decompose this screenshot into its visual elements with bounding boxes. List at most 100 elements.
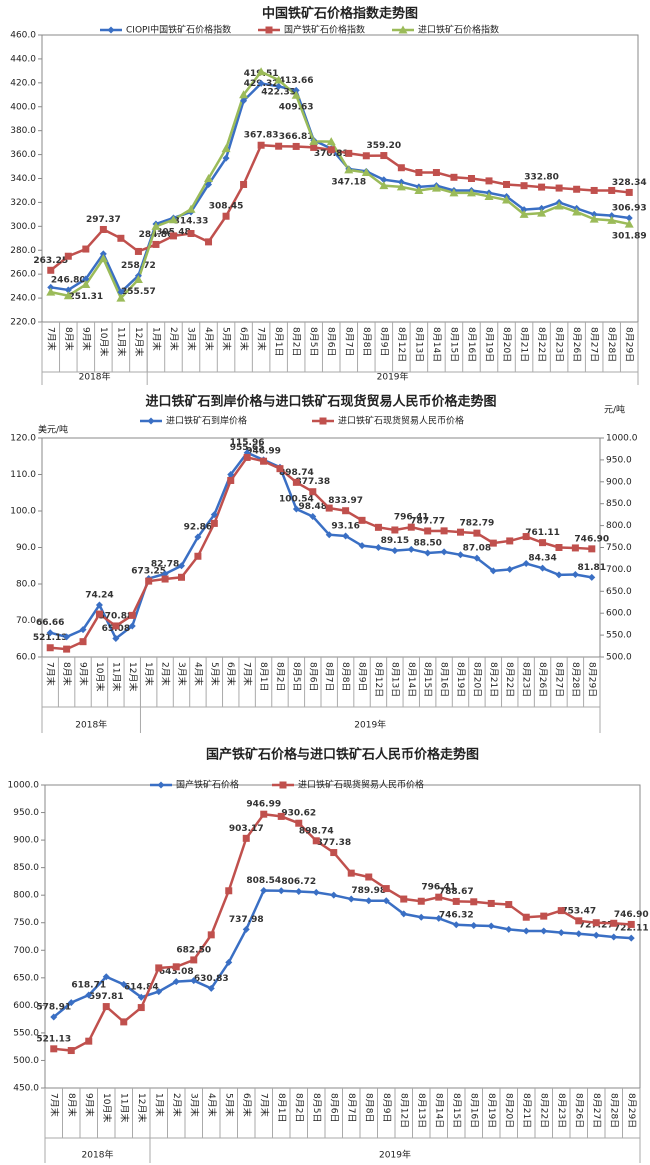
x-tick-label: 8月9日	[378, 327, 389, 356]
point	[487, 922, 495, 930]
legend-label: 进口铁矿石价格指数	[418, 24, 499, 36]
value-label: 347.18	[331, 177, 366, 187]
x-tick-label: 8月28日	[608, 1093, 619, 1128]
point	[276, 465, 284, 473]
x-tick-label: 8月19日	[484, 327, 495, 362]
y-tick-label: 90.0	[16, 543, 36, 553]
point	[260, 886, 268, 894]
x-tick-label: 3月末	[188, 1093, 200, 1117]
x-tick-label: 8月2日	[274, 662, 285, 691]
point	[608, 186, 616, 194]
legend-label: 国产铁矿石价格指数	[284, 24, 365, 36]
y-tick-label: 600.0	[13, 1001, 39, 1011]
x-tick-label: 8月12日	[373, 662, 384, 697]
x-tick-label: 8月5日	[311, 1093, 322, 1122]
series-line	[50, 456, 592, 651]
x-tick-label: 1月末	[143, 662, 155, 686]
value-label: 82.78	[151, 559, 179, 569]
point	[424, 549, 432, 557]
point	[312, 888, 320, 896]
value-label: 787.77	[410, 516, 445, 526]
point	[82, 245, 90, 253]
y2-tick-label: 900.0	[606, 477, 632, 487]
point	[519, 209, 529, 218]
point	[397, 178, 405, 186]
year-label: 2018年	[79, 371, 111, 383]
series-line	[49, 451, 593, 641]
point	[627, 920, 635, 928]
x-tick-label: 6月末	[225, 662, 237, 686]
point	[347, 895, 355, 903]
point	[117, 234, 125, 242]
point	[137, 993, 145, 1001]
point	[46, 644, 54, 652]
x-tick-label: 8月14日	[433, 1093, 444, 1128]
value-label: 782.79	[460, 519, 495, 529]
point	[555, 184, 563, 192]
x-tick-label: 8月20日	[471, 662, 482, 697]
point	[450, 173, 458, 181]
x-tick-label: 8月14日	[431, 327, 442, 362]
point	[627, 934, 635, 942]
point	[382, 897, 390, 905]
y2-axis-label: 元/吨	[604, 404, 625, 416]
value-label: 66.66	[36, 618, 64, 628]
point	[64, 252, 72, 260]
value-label: 898.74	[299, 826, 334, 836]
series-line	[50, 70, 630, 301]
value-label: 578.91	[36, 1002, 71, 1012]
y2-tick-label: 550.0	[606, 631, 632, 641]
point	[151, 221, 161, 230]
value-label: 92.86	[184, 523, 212, 533]
x-tick-label: 8月19日	[486, 1093, 497, 1128]
point	[347, 869, 355, 877]
point	[240, 180, 248, 188]
point	[243, 453, 251, 461]
point	[449, 188, 459, 197]
point	[207, 984, 215, 992]
point	[506, 565, 514, 573]
point	[407, 523, 415, 531]
point	[112, 634, 120, 642]
point	[489, 567, 497, 575]
point	[588, 573, 596, 581]
value-label: 314.33	[174, 217, 209, 227]
value-label: 89.15	[381, 536, 409, 546]
point	[473, 529, 481, 537]
y-axis-label: 美元/吨	[38, 424, 68, 436]
point	[239, 90, 249, 99]
point	[457, 551, 464, 559]
y-tick-label: 70.0	[16, 616, 36, 626]
value-label: 332.80	[524, 173, 559, 183]
x-tick-label: 9月末	[80, 327, 92, 351]
value-label: 614.84	[124, 983, 159, 993]
point	[489, 539, 497, 547]
point	[520, 182, 528, 190]
x-tick-label: 3月末	[186, 327, 198, 351]
point	[85, 991, 93, 999]
value-label: 251.31	[68, 292, 103, 302]
point	[557, 907, 565, 915]
series-line	[53, 812, 632, 1052]
value-label: 521.13	[36, 1034, 71, 1044]
value-label: 630.83	[194, 974, 229, 984]
point	[414, 185, 424, 194]
point	[607, 215, 617, 224]
x-tick-label: 8月12日	[396, 327, 407, 362]
x-tick-label: 8月8日	[363, 1093, 374, 1122]
point	[362, 152, 370, 160]
x-tick-label: 8月21日	[488, 662, 499, 697]
y-tick-label: 650.0	[13, 973, 39, 983]
point	[466, 188, 476, 197]
year-label: 2018年	[82, 1149, 114, 1161]
y-tick-label: 700.0	[13, 946, 39, 956]
point	[67, 999, 75, 1007]
point	[382, 885, 390, 893]
point	[178, 562, 185, 570]
value-label: 413.66	[279, 76, 314, 86]
y-tick-label: 300.0	[10, 222, 36, 232]
point	[116, 293, 126, 302]
value-label: 930.62	[281, 809, 316, 819]
point	[190, 956, 198, 964]
